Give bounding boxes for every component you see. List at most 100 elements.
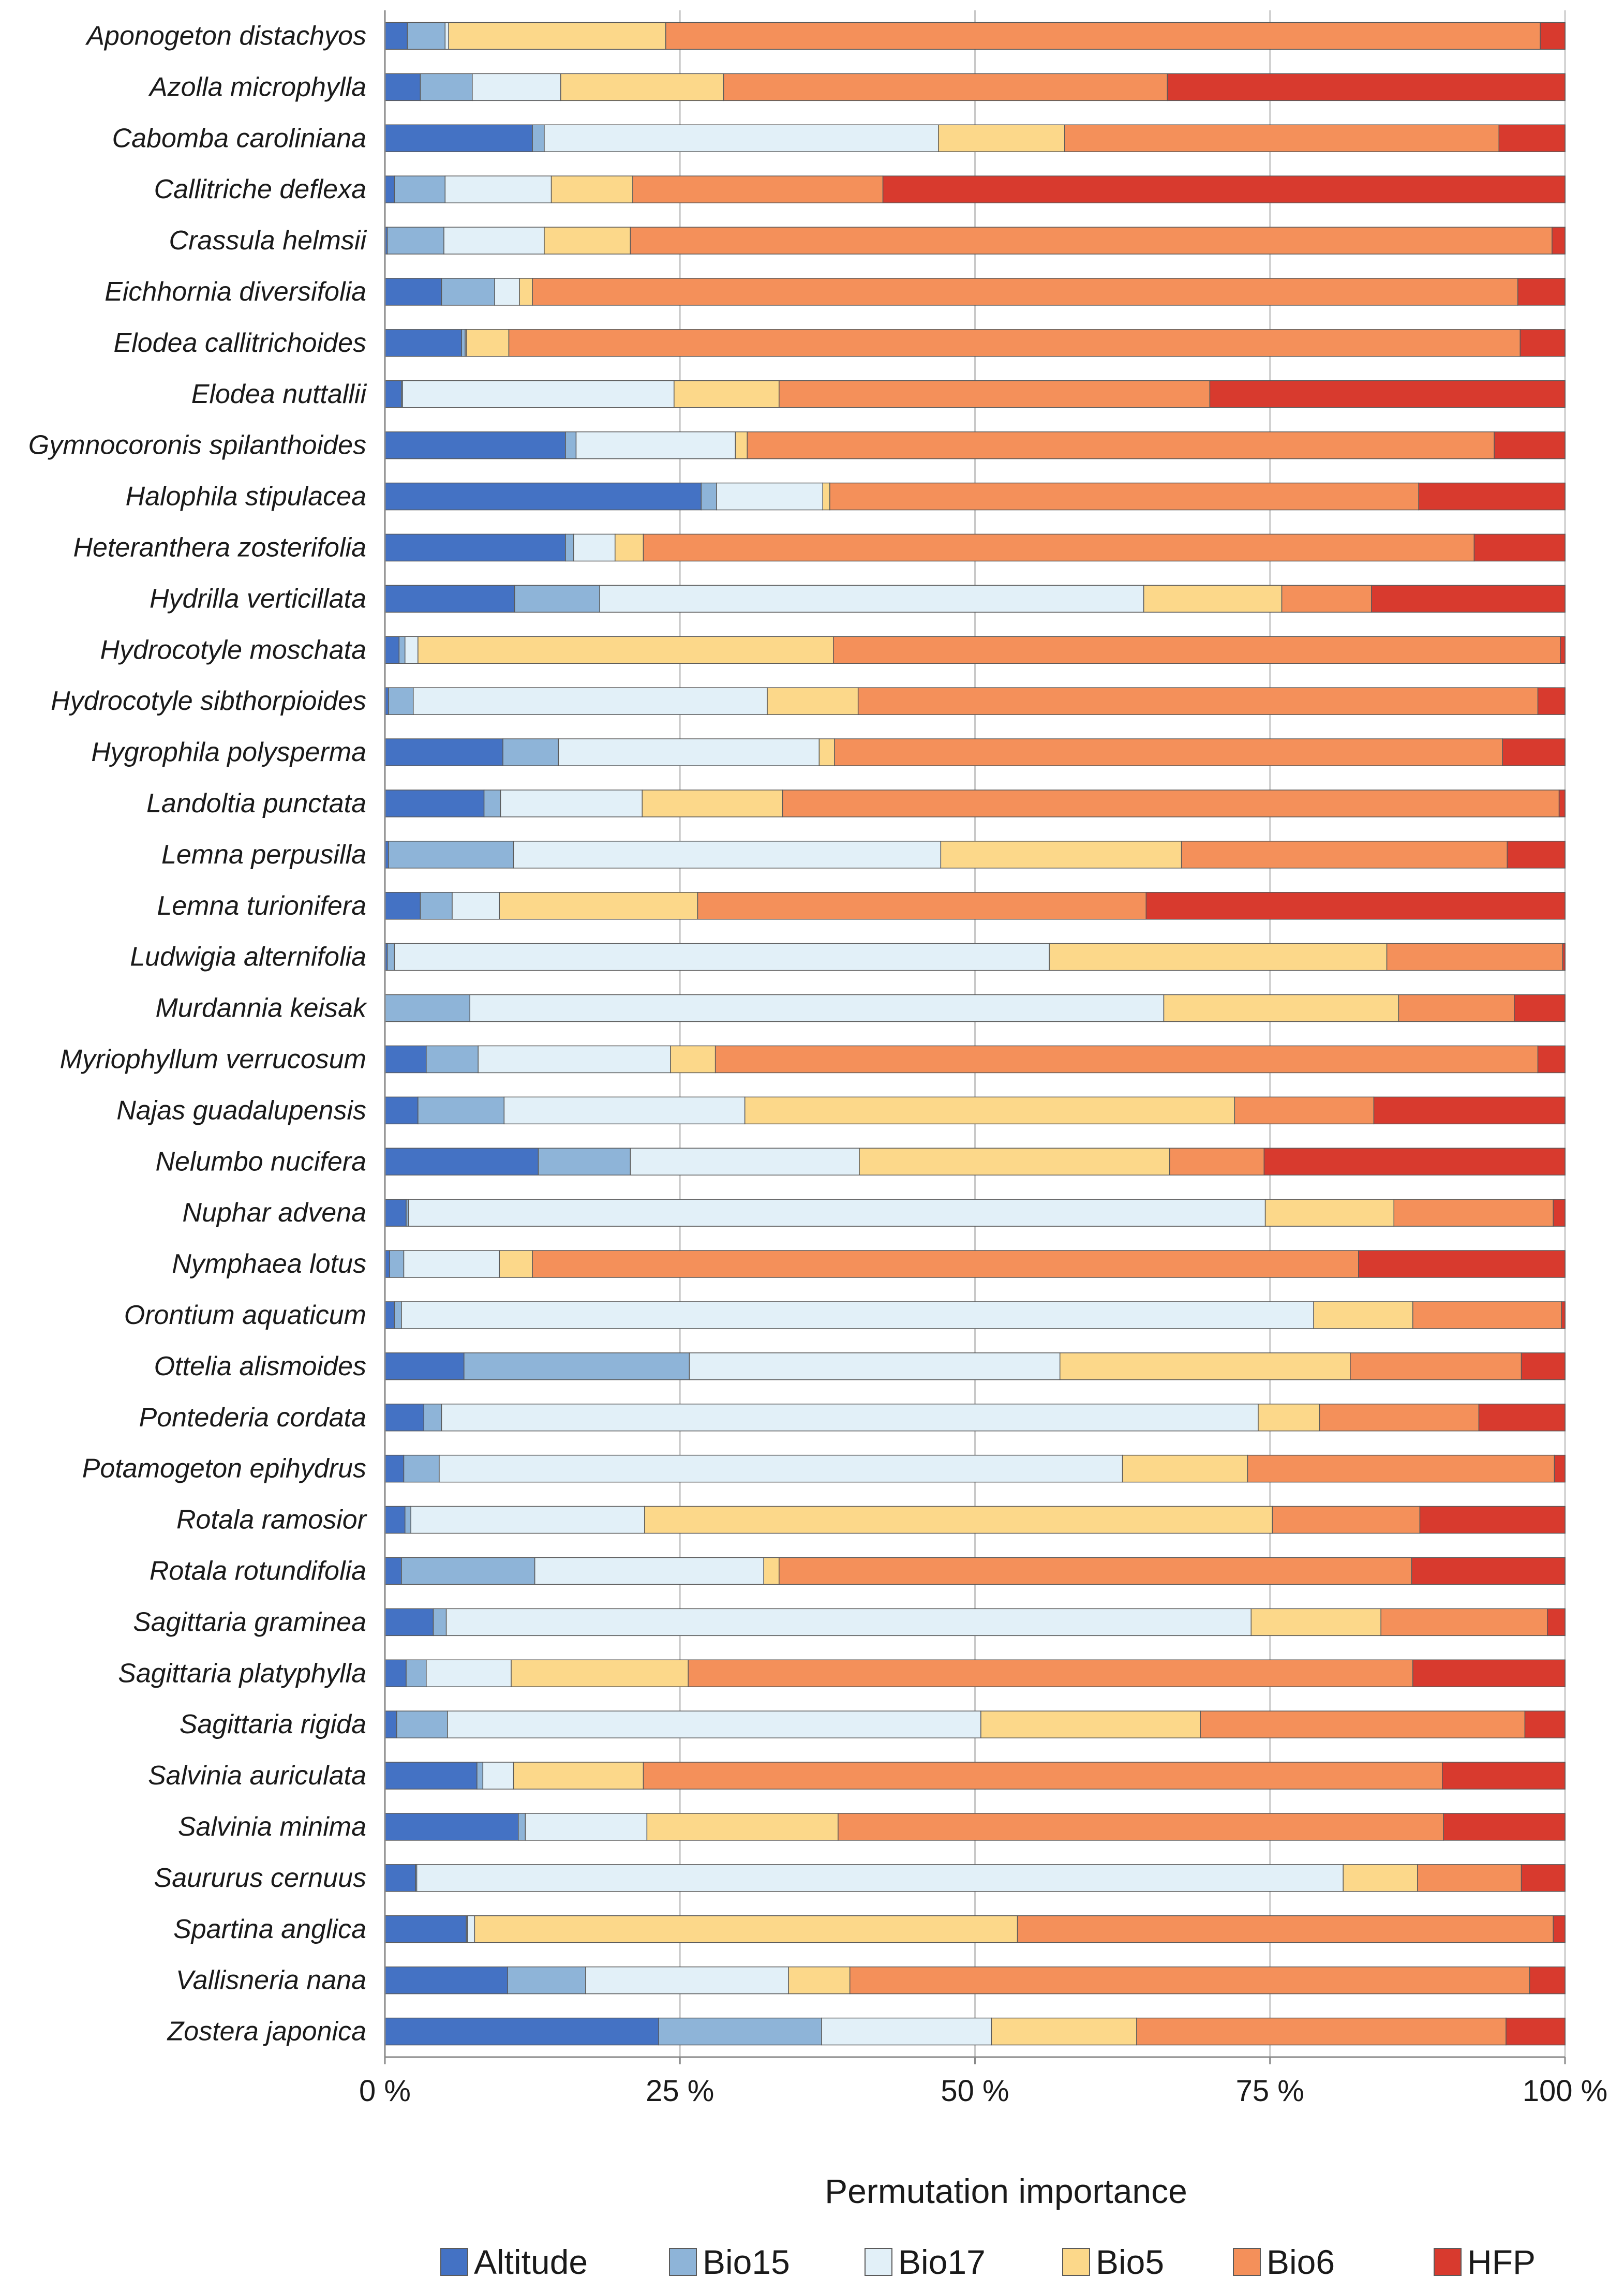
bar-segment-halophila-stipulacea-hfp — [1418, 482, 1566, 511]
bar-segment-hydrilla-verticillata-bio15 — [514, 585, 600, 613]
bar-segment-myriophyllum-verrucosum-bio6 — [714, 1045, 1539, 1074]
bar-segment-sagittaria-platyphylla-bio17 — [426, 1659, 512, 1687]
bar-segment-sagittaria-graminea-bio6 — [1380, 1608, 1548, 1636]
bar-segment-halophila-stipulacea-bio15 — [701, 482, 717, 511]
bar-segment-cabomba-caroliniana-bio5 — [938, 124, 1065, 152]
bar-segment-salvinia-auriculata-bio15 — [476, 1762, 484, 1790]
bar-segment-hydrocotyle-moschata-bio17 — [405, 636, 419, 664]
species-label-landoltia-punctata: Landoltia punctata — [146, 788, 366, 818]
bar-segment-sagittaria-rigida-bio6 — [1200, 1710, 1526, 1738]
bar-segment-ludwigia-alternifolia-bio6 — [1386, 943, 1563, 971]
bar-segment-ottelia-alismoides-altitude — [384, 1352, 465, 1380]
bar-segment-callitriche-deflexa-bio6 — [632, 175, 884, 203]
species-label-crassula-helmsii: Crassula helmsii — [169, 226, 367, 256]
bar-segment-elodea-callitrichoides-bio15 — [461, 329, 466, 357]
bar-segment-elodea-callitrichoides-bio6 — [508, 329, 1521, 357]
bar-segment-hydrocotyle-moschata-hfp — [1560, 636, 1566, 664]
bar-segment-azolla-microphylla-bio6 — [723, 73, 1168, 101]
bar-segment-sagittaria-graminea-altitude — [384, 1608, 434, 1636]
bar-segment-nuphar-advena-hfp — [1553, 1199, 1566, 1227]
bar-segment-sagittaria-graminea-hfp — [1547, 1608, 1566, 1636]
bar-segment-sagittaria-platyphylla-bio6 — [688, 1659, 1413, 1687]
bar-segment-ludwigia-alternifolia-bio5 — [1049, 943, 1388, 971]
bar-segment-heteranthera-zosterifolia-bio17 — [573, 533, 616, 562]
bar-segment-zostera-japonica-bio17 — [821, 2017, 992, 2046]
bar-segment-hydrocotyle-moschata-altitude — [384, 636, 400, 664]
species-label-sagittaria-rigida: Sagittaria rigida — [180, 1709, 366, 1739]
bar-segment-hydrocotyle-sibthorpioides-bio15 — [388, 687, 414, 715]
bar-segment-sagittaria-graminea-bio5 — [1250, 1608, 1381, 1636]
bar-segment-myriophyllum-verrucosum-bio15 — [426, 1045, 479, 1074]
bar-segment-rotala-rotundifolia-altitude — [384, 1557, 402, 1585]
bar-segment-eichhornia-diversifolia-bio17 — [494, 278, 520, 306]
species-label-azolla-microphylla: Azolla microphylla — [148, 72, 366, 102]
bar-segment-lemna-turionifera-bio15 — [420, 892, 453, 920]
bar-segment-crassula-helmsii-bio5 — [544, 227, 631, 255]
bar-segment-nuphar-advena-bio17 — [408, 1199, 1266, 1227]
bar-segment-zostera-japonica-bio5 — [991, 2017, 1137, 2046]
species-label-aponogeton-distachyos: Aponogeton distachyos — [85, 21, 366, 51]
bar-segment-spartina-anglica-bio6 — [1017, 1915, 1554, 1943]
bar-segment-murdannia-keisak-hfp — [1514, 994, 1566, 1022]
bar-segment-lemna-perpusilla-bio5 — [940, 841, 1182, 869]
bar-segment-heteranthera-zosterifolia-bio5 — [615, 533, 644, 562]
bar-segment-salvinia-auriculata-bio17 — [482, 1762, 514, 1790]
bar-segment-nymphaea-lotus-bio6 — [532, 1250, 1359, 1278]
species-label-potamogeton-epihydrus: Potamogeton epihydrus — [82, 1454, 366, 1484]
bar-segment-saururus-cernuus-altitude — [384, 1864, 416, 1892]
bar-segment-sagittaria-rigida-altitude — [384, 1710, 397, 1738]
x-tick-label-100: 100 % — [1523, 2074, 1607, 2108]
bar-segment-najas-guadalupensis-bio5 — [744, 1096, 1235, 1125]
bar-segment-elodea-callitrichoides-altitude — [384, 329, 463, 357]
bar-segment-orontium-aquaticum-altitude — [384, 1301, 395, 1329]
bar-segment-ludwigia-alternifolia-bio15 — [386, 943, 395, 971]
bar-segment-eichhornia-diversifolia-bio15 — [441, 278, 495, 306]
bar-segment-sagittaria-rigida-bio15 — [396, 1710, 448, 1738]
bar-segment-crassula-helmsii-bio17 — [443, 227, 545, 255]
bar-segment-heteranthera-zosterifolia-bio15 — [565, 533, 574, 562]
bar-segment-spartina-anglica-altitude — [384, 1915, 467, 1943]
bar-segment-zostera-japonica-altitude — [384, 2017, 659, 2046]
bar-segment-gymnocoronis-spilanthoides-bio5 — [735, 431, 748, 459]
bar-segment-landoltia-punctata-bio6 — [782, 790, 1560, 817]
x-axis-title: Permutation importance — [825, 2172, 1187, 2210]
bar-segment-rotala-rotundifolia-bio15 — [401, 1557, 535, 1585]
bar-segment-gymnocoronis-spilanthoides-bio6 — [747, 431, 1495, 459]
species-label-murdannia-keisak: Murdannia keisak — [155, 993, 368, 1023]
bar-segment-vallisneria-nana-bio6 — [849, 1966, 1530, 1994]
species-label-salvinia-minima: Salvinia minima — [178, 1812, 366, 1842]
bar-segment-callitriche-deflexa-bio17 — [444, 175, 552, 203]
bar-segment-halophila-stipulacea-bio6 — [829, 482, 1419, 511]
bar-segment-nuphar-advena-bio5 — [1264, 1199, 1395, 1227]
bar-segment-azolla-microphylla-hfp — [1167, 73, 1566, 101]
bar-segment-lemna-turionifera-bio6 — [697, 892, 1146, 920]
bar-segment-potamogeton-epihydrus-hfp — [1554, 1454, 1566, 1483]
bar-segment-najas-guadalupensis-bio17 — [503, 1096, 746, 1125]
bar-segment-vallisneria-nana-bio17 — [585, 1966, 789, 1994]
bar-segment-elodea-nuttallii-hfp — [1209, 380, 1566, 408]
bar-segment-landoltia-punctata-hfp — [1558, 790, 1566, 817]
bar-segment-hygrophila-polysperma-bio15 — [502, 738, 559, 766]
bar-segment-eichhornia-diversifolia-hfp — [1517, 278, 1566, 306]
bar-segment-vallisneria-nana-altitude — [384, 1966, 508, 1994]
bar-segment-ottelia-alismoides-bio5 — [1059, 1352, 1351, 1380]
bar-segment-elodea-callitrichoides-hfp — [1519, 329, 1566, 357]
bar-segment-hydrilla-verticillata-altitude — [384, 585, 515, 613]
bar-segment-eichhornia-diversifolia-bio6 — [532, 278, 1518, 306]
bar-segment-saururus-cernuus-bio17 — [416, 1864, 1344, 1892]
bar-segment-aponogeton-distachyos-altitude — [384, 22, 408, 50]
bar-segment-azolla-microphylla-bio17 — [472, 73, 561, 101]
species-label-nelumbo-nucifera: Nelumbo nucifera — [155, 1146, 366, 1177]
bar-segment-zostera-japonica-hfp — [1506, 2017, 1566, 2046]
bar-segment-crassula-helmsii-bio6 — [630, 227, 1553, 255]
bar-segment-sagittaria-platyphylla-altitude — [384, 1659, 407, 1687]
bar-segment-aponogeton-distachyos-bio15 — [407, 22, 446, 50]
bar-segment-sagittaria-platyphylla-bio5 — [511, 1659, 689, 1687]
species-label-elodea-nuttallii: Elodea nuttallii — [191, 379, 367, 409]
species-label-spartina-anglica: Spartina anglica — [173, 1914, 366, 1944]
bar-segment-hygrophila-polysperma-altitude — [384, 738, 503, 766]
bar-segment-gymnocoronis-spilanthoides-bio15 — [565, 431, 577, 459]
bar-segment-aponogeton-distachyos-hfp — [1540, 22, 1566, 50]
